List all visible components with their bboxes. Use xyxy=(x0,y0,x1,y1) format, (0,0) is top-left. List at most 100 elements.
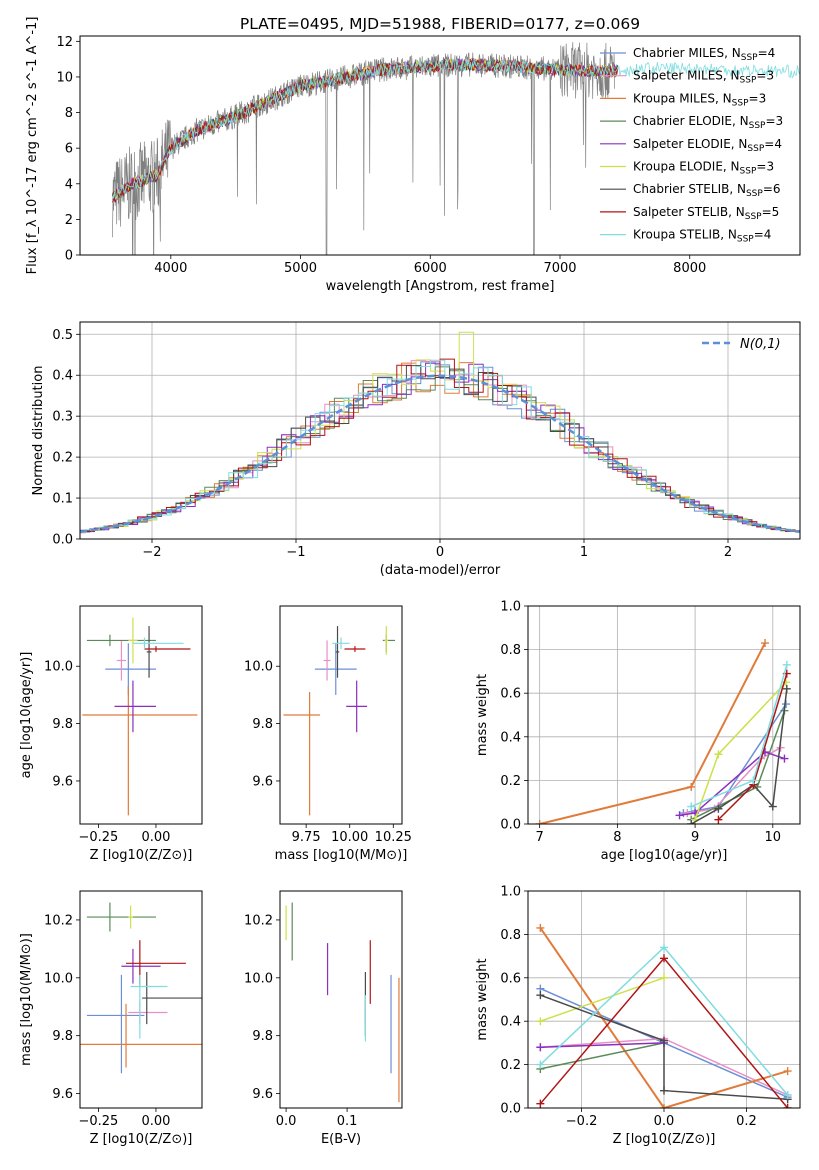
y-tick-label: 4 xyxy=(65,177,73,192)
x-axis-label: Z [log10(Z/Z⊙)] xyxy=(90,1132,193,1147)
weight-line-salpeter-elodie xyxy=(679,751,785,817)
weight-marker xyxy=(536,1060,545,1069)
y-tick-label: 0.3 xyxy=(52,410,73,425)
weight-marker xyxy=(536,923,545,932)
weight-marker xyxy=(660,973,668,982)
weight-line-kroupa-miles xyxy=(539,642,766,824)
weight-marker xyxy=(783,1067,792,1076)
x-tick-label: 8000 xyxy=(673,261,706,276)
x-axis-label: mass [log10(M/M⊙)] xyxy=(275,848,408,863)
x-tick-label: 0.0 xyxy=(654,1114,675,1129)
weight-marker xyxy=(535,820,544,824)
age_vs_Z-plot xyxy=(82,617,198,816)
y-tick-label: 2 xyxy=(65,213,73,228)
model-spectrum-kroupa-stelib xyxy=(112,58,800,200)
y-tick-label: 0.1 xyxy=(52,492,73,507)
legend-nssp: =4 xyxy=(764,137,782,151)
y-axis-label: mass weight xyxy=(475,958,490,1040)
legend-entry: Kroupa MILES, NSSP=3 xyxy=(633,91,766,108)
y-tick-label: 0.4 xyxy=(500,1015,521,1030)
weight-marker xyxy=(687,802,696,811)
x-tick-label: 7000 xyxy=(543,261,576,276)
y-axis-label: mass weight xyxy=(475,674,490,756)
mass_vs_Z-axes: −0.25 0.00 9.6 9.8 10.0 10.2 Z [log10(Z/Z⊙)] ma… xyxy=(19,913,192,1147)
mass_vs_EBV-axes: 0.0 0.1 9.6 9.8 10.0 10.2 E(B-V) xyxy=(244,913,361,1147)
x-tick-label: 7 xyxy=(536,830,544,845)
x-tick-label: 0.00 xyxy=(141,830,170,845)
weight_vs_Z-frame xyxy=(527,890,801,1109)
x-tick-label: −0.25 xyxy=(78,830,118,845)
y-tick-label: 10.0 xyxy=(244,971,273,986)
y-axis-label: mass [log10(M/M⊙)] xyxy=(19,933,34,1066)
x-tick-label: 0 xyxy=(436,545,444,560)
legend-sub: SSP xyxy=(732,98,749,108)
legend-nssp: =5 xyxy=(762,205,780,219)
legend-entry: Kroupa ELODIE, NSSP=3 xyxy=(633,160,774,177)
legend-nssp: =4 xyxy=(758,46,776,60)
x-tick-label: −0.2 xyxy=(566,1114,598,1129)
age_vs_mass-axes: 9.75 10.00 10.25 9.6 9.8 10.0 mass [log10(M/M⊙… xyxy=(244,660,412,863)
legend-entry: Salpeter STELIB, NSSP=5 xyxy=(633,205,779,222)
legend-entry: Chabrier MILES, NSSP=4 xyxy=(633,46,775,63)
legend-entry: Salpeter ELODIE, NSSP=4 xyxy=(633,137,782,154)
legend-nssp: =4 xyxy=(754,228,772,242)
weight-line-kroupa-elodie xyxy=(540,977,665,1022)
y-tick-label: 0.4 xyxy=(500,730,521,745)
y-tick-label: 0.5 xyxy=(52,328,73,343)
legend-sub: SSP xyxy=(749,121,766,131)
weight-marker xyxy=(783,1104,792,1108)
weight-line-chabrier-miles xyxy=(683,703,787,814)
legend-entry: Kroupa STELIB, NSSP=4 xyxy=(633,228,771,245)
x-tick-label: 0.00 xyxy=(141,1114,170,1129)
y-tick-label: 10 xyxy=(56,70,73,85)
y-tick-label: 9.8 xyxy=(252,717,273,732)
spectrum-axes: 4000 5000 6000 7000 8000 0 2 4 6 8 10 12 wavelength … xyxy=(25,17,706,294)
histogram-salpeter-stelib xyxy=(80,358,800,534)
legend-entry: Chabrier ELODIE, NSSP=3 xyxy=(633,114,783,131)
weight-marker xyxy=(714,804,723,813)
weight_vs_Z-axes: −0.2 0.0 0.2 0.0 0.2 0.4 0.6 0.8 1.0 Z [log10(Z/Z… xyxy=(475,885,800,1147)
weight-marker xyxy=(660,943,668,952)
y-tick-label: 1.0 xyxy=(500,885,521,900)
y-tick-label: 0.2 xyxy=(52,451,73,466)
y-tick-label: 9.8 xyxy=(52,1029,73,1044)
legend-sub: SSP xyxy=(740,76,757,86)
weight-marker xyxy=(780,754,789,763)
weight_vs_age-axes: 7 8 9 10 0.0 0.2 0.4 0.6 0.8 1.0 age [log10(age/yr… xyxy=(475,600,800,863)
x-tick-label: 0.2 xyxy=(736,1114,757,1129)
y-tick-label: 8 xyxy=(65,106,73,121)
spectrum-frame xyxy=(79,35,801,256)
legend-sub: SSP xyxy=(741,53,758,63)
weight-marker xyxy=(783,1090,792,1099)
legend-sub: SSP xyxy=(740,167,757,177)
legend-nssp: =3 xyxy=(756,69,774,83)
weight-marker xyxy=(782,678,791,687)
x-tick-label: −2 xyxy=(142,545,161,560)
y-tick-label: 9.6 xyxy=(52,774,73,789)
x-tick-label: −1 xyxy=(286,545,305,560)
mass_vs_Z-frame xyxy=(79,890,203,1109)
mass_vs_EBV-plot xyxy=(285,902,400,1103)
y-tick-label: 0.6 xyxy=(500,687,521,702)
weight-marker xyxy=(687,820,696,824)
weight-marker xyxy=(782,660,791,669)
age_vs_Z-frame xyxy=(79,605,203,825)
weight-marker xyxy=(536,1043,545,1052)
x-tick-label: 10.00 xyxy=(331,830,368,845)
weight-marker xyxy=(714,750,723,759)
legend-nssp: =3 xyxy=(765,114,783,128)
weight-line-chabrier-elodie xyxy=(540,1042,665,1070)
y-tick-label: 0.8 xyxy=(500,928,521,943)
age_vs_Z-axes: −0.25 0.00 9.6 9.8 10.0 Z [log10(Z/Z⊙)] age [l… xyxy=(19,652,192,863)
weight-line-chabrier-stelib xyxy=(540,994,788,1101)
weight-marker xyxy=(660,1104,668,1108)
x-axis-label: Z [log10(Z/Z⊙)] xyxy=(90,848,193,863)
x-axis-label: E(B-V) xyxy=(321,1132,361,1147)
y-tick-label: 0.4 xyxy=(52,369,73,384)
y-tick-label: 0.0 xyxy=(500,1102,521,1117)
y-axis-label: Flux [f_λ 10^-17 erg cm^-2 s^-1 A^-1] xyxy=(25,17,40,275)
weight-marker xyxy=(675,811,684,820)
x-tick-label: 6000 xyxy=(414,261,447,276)
residuals-legend: N(0,1) xyxy=(702,337,781,352)
